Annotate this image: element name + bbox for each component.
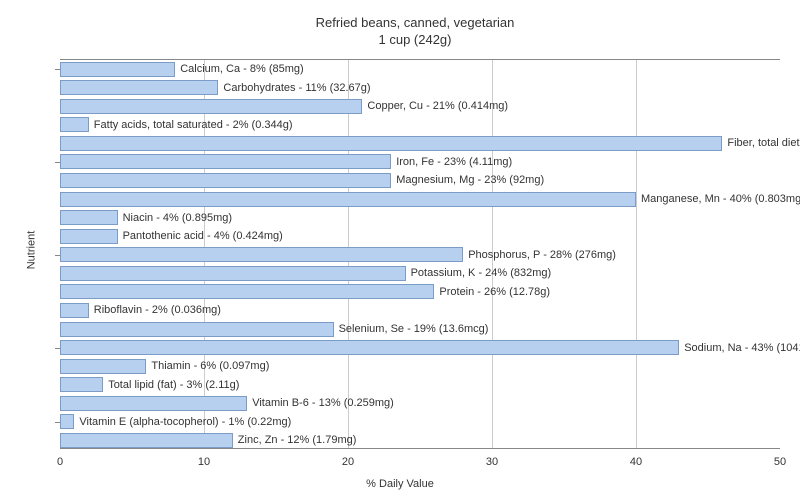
bar-row: Fatty acids, total saturated - 2% (0.344…	[60, 115, 780, 134]
bar-row: Magnesium, Mg - 23% (92mg)	[60, 171, 780, 190]
x-tick-label: 40	[630, 456, 642, 468]
nutrient-bar	[60, 173, 391, 188]
bar-row: Iron, Fe - 23% (4.11mg)	[60, 153, 780, 172]
bar-row: Vitamin E (alpha-tocopherol) - 1% (0.22m…	[60, 413, 780, 432]
bar-row: Vitamin B-6 - 13% (0.259mg)	[60, 394, 780, 413]
nutrient-label: Copper, Cu - 21% (0.414mg)	[367, 100, 508, 112]
x-tick-label: 30	[486, 456, 498, 468]
nutrient-bar	[60, 284, 434, 299]
bar-row: Total lipid (fat) - 3% (2.11g)	[60, 375, 780, 394]
nutrient-label: Pantothenic acid - 4% (0.424mg)	[123, 230, 283, 242]
nutrient-bar	[60, 117, 89, 132]
chart-container: Refried beans, canned, vegetarian 1 cup …	[0, 0, 800, 500]
x-axis-label: % Daily Value	[366, 478, 434, 490]
bar-row: Protein - 26% (12.78g)	[60, 283, 780, 302]
nutrient-label: Selenium, Se - 19% (13.6mcg)	[339, 323, 489, 335]
title-line-1: Refried beans, canned, vegetarian	[50, 15, 780, 32]
y-axis-label: Nutrient	[25, 231, 37, 270]
nutrient-label: Niacin - 4% (0.895mg)	[123, 212, 232, 224]
nutrient-label: Fatty acids, total saturated - 2% (0.344…	[94, 119, 293, 131]
plot-area: 01020304050Calcium, Ca - 8% (85mg)Carboh…	[60, 59, 780, 449]
bar-row: Pantothenic acid - 4% (0.424mg)	[60, 227, 780, 246]
bar-row: Carbohydrates - 11% (32.67g)	[60, 78, 780, 97]
nutrient-bar	[60, 136, 722, 151]
bar-row: Selenium, Se - 19% (13.6mcg)	[60, 320, 780, 339]
nutrient-bar	[60, 322, 334, 337]
nutrient-label: Calcium, Ca - 8% (85mg)	[180, 63, 303, 75]
nutrient-label: Vitamin E (alpha-tocopherol) - 1% (0.22m…	[79, 416, 291, 428]
nutrient-label: Manganese, Mn - 40% (0.803mg)	[641, 193, 800, 205]
nutrient-bar	[60, 154, 391, 169]
nutrient-bar	[60, 303, 89, 318]
bar-row: Thiamin - 6% (0.097mg)	[60, 357, 780, 376]
bar-row: Calcium, Ca - 8% (85mg)	[60, 60, 780, 79]
nutrient-label: Sodium, Na - 43% (1041mg)	[684, 342, 800, 354]
nutrient-bar	[60, 266, 406, 281]
nutrient-bar	[60, 192, 636, 207]
bar-row: Riboflavin - 2% (0.036mg)	[60, 301, 780, 320]
nutrient-label: Iron, Fe - 23% (4.11mg)	[396, 156, 512, 168]
nutrient-bar	[60, 210, 118, 225]
nutrient-bar	[60, 396, 247, 411]
nutrient-bar	[60, 359, 146, 374]
nutrient-bar	[60, 433, 233, 448]
nutrient-label: Thiamin - 6% (0.097mg)	[151, 360, 269, 372]
bar-row: Manganese, Mn - 40% (0.803mg)	[60, 190, 780, 209]
nutrient-bar	[60, 62, 175, 77]
nutrient-bar	[60, 99, 362, 114]
nutrient-label: Vitamin B-6 - 13% (0.259mg)	[252, 397, 394, 409]
nutrient-label: Riboflavin - 2% (0.036mg)	[94, 304, 221, 316]
x-tick-label: 0	[57, 456, 63, 468]
nutrient-bar	[60, 80, 218, 95]
nutrient-label: Fiber, total dietary - 46% (11.4g)	[727, 137, 800, 149]
nutrient-label: Potassium, K - 24% (832mg)	[411, 267, 552, 279]
title-line-2: 1 cup (242g)	[50, 32, 780, 49]
nutrient-label: Phosphorus, P - 28% (276mg)	[468, 249, 616, 261]
bar-row: Potassium, K - 24% (832mg)	[60, 264, 780, 283]
x-tick-label: 20	[342, 456, 354, 468]
nutrient-label: Total lipid (fat) - 3% (2.11g)	[108, 379, 239, 391]
nutrient-bar	[60, 247, 463, 262]
bar-row: Niacin - 4% (0.895mg)	[60, 208, 780, 227]
x-tick-label: 50	[774, 456, 786, 468]
nutrient-label: Carbohydrates - 11% (32.67g)	[223, 82, 370, 94]
nutrient-label: Magnesium, Mg - 23% (92mg)	[396, 174, 544, 186]
nutrient-bar	[60, 229, 118, 244]
nutrient-label: Zinc, Zn - 12% (1.79mg)	[238, 434, 357, 446]
nutrient-bar	[60, 340, 679, 355]
chart-title: Refried beans, canned, vegetarian 1 cup …	[50, 15, 780, 49]
bar-row: Sodium, Na - 43% (1041mg)	[60, 338, 780, 357]
bar-row: Zinc, Zn - 12% (1.79mg)	[60, 431, 780, 450]
x-tick-label: 10	[198, 456, 210, 468]
bar-row: Fiber, total dietary - 46% (11.4g)	[60, 134, 780, 153]
bar-row: Phosphorus, P - 28% (276mg)	[60, 245, 780, 264]
nutrient-label: Protein - 26% (12.78g)	[439, 286, 550, 298]
nutrient-bar	[60, 377, 103, 392]
nutrient-bar	[60, 414, 74, 429]
bar-row: Copper, Cu - 21% (0.414mg)	[60, 97, 780, 116]
